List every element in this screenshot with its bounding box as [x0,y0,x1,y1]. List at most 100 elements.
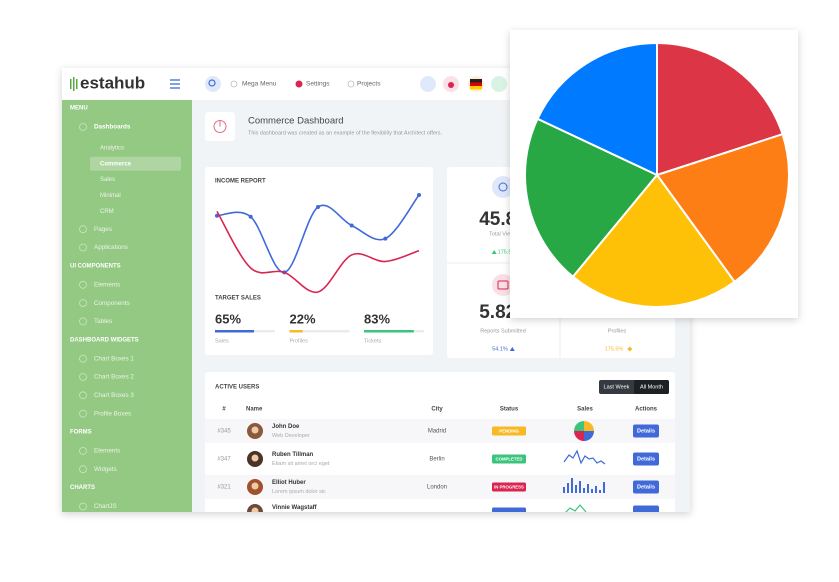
search-button[interactable] [205,76,221,92]
filter-active [634,380,669,394]
diamond [627,346,633,352]
mini-pie [574,421,594,441]
stat-icon [498,182,508,192]
card-subtitle: TARGET SALES [215,296,261,302]
user-city: Madrid [428,429,446,435]
sidebar-icon [79,465,87,474]
sidebar-item[interactable]: Chart Boxes 3 [94,392,134,399]
pie-slice [655,132,790,284]
sidebar-item[interactable]: Elements [94,448,120,455]
line-series [216,210,420,293]
status-button[interactable] [491,76,507,92]
sidebar-item[interactable]: Widgets [94,466,117,473]
filter-button[interactable]: Last Week [604,384,630,390]
status-text: COMPLETED [496,456,523,461]
top-menu[interactable]: Mega Menu [242,81,277,88]
sidebar-item[interactable]: Chart Boxes 1 [94,355,134,362]
column-header: Actions [635,407,658,413]
sidebar-icon [79,280,87,289]
sidebar-icon [79,373,87,381]
sidebar-heading: CHARTS [70,485,95,491]
stat-caption: Total Views [489,231,517,237]
details-text[interactable]: Details [637,484,655,490]
hamburger[interactable] [170,79,180,89]
sidebar-icon [79,354,87,363]
user-city: Berlin [429,457,444,463]
column-header: Name [246,407,263,413]
sidebar-icon [79,409,87,418]
search-icon [208,79,216,87]
sidebar-item[interactable]: Components [94,300,130,307]
target-value: 83% [364,311,390,326]
top-menu[interactable]: Settings [306,81,330,88]
sidebar-item[interactable]: Dashboards [94,124,131,131]
details-text[interactable]: Details [637,456,655,462]
stat-caption: Reports Submitted [480,328,526,334]
avatar-face [251,426,259,434]
user-city: London [427,485,447,491]
stat-caption: Profiles [608,328,627,334]
details-text[interactable]: Details [637,428,655,434]
sidebar-subitem[interactable]: Minimal [100,193,121,199]
line-marker [316,204,320,209]
sidebar-heading: FORMS [70,429,92,435]
stat-change: 54.1% [492,346,508,352]
user-name: Elliot Huber [272,480,306,486]
sidebar-item[interactable]: Chart Boxes 2 [94,374,134,381]
mini-line [565,504,587,512]
sidebar-item[interactable]: Tables [94,318,112,325]
column-header: City [431,407,443,413]
status-badge [492,426,526,436]
user-name: Vinnie Wagstaff [272,505,318,511]
progress-bar [289,330,303,333]
status-badge [492,507,526,512]
details-button[interactable] [633,424,659,438]
mini-line [563,449,606,465]
page-title: Commerce Dashboard [248,116,344,127]
details-button[interactable] [633,505,659,519]
card-title: ACTIVE USERS [215,385,259,391]
pie-card [510,30,798,318]
sidebar-item[interactable]: Applications [94,244,128,251]
sidebar-subitem[interactable]: Analytics [100,146,124,152]
sidebar-heading: DASHBOARD WIDGETS [70,337,139,343]
sidebar-subitem[interactable]: Commerce [100,161,132,167]
top-menu[interactable]: Projects [357,81,381,88]
user-role: Etiam sit amet orci eget [272,461,330,467]
sidebar-item[interactable]: Elements [94,281,120,288]
details-button[interactable] [633,480,659,494]
sidebar-icon [79,446,87,455]
sidebar-subitem[interactable]: Sales [100,177,115,183]
sidebar-icon [79,299,87,308]
pie-slice [524,117,659,279]
sidebar [62,100,192,512]
avatar-face [251,454,259,462]
sidebar-icon [79,123,87,131]
sidebar-item[interactable]: Pages [94,226,112,233]
column-header: # [222,407,226,413]
target-caption: Profiles [290,338,309,344]
progress-bar [215,330,254,333]
grid-button[interactable] [420,76,436,92]
column-header: Status [500,407,519,413]
target-caption: Tickets [364,338,381,344]
page-subtitle: This dashboard was created as an example… [248,130,443,136]
status-text: PENDING [499,428,519,433]
sidebar-item[interactable]: Profile Boxes [94,410,131,417]
up-arrow [509,347,515,351]
line-marker [417,193,421,197]
details-button[interactable] [633,452,659,466]
progress-track [289,330,350,333]
filter-button[interactable]: All Month [640,384,663,390]
status-text: IN PROGRESS [494,484,524,489]
sidebar-item[interactable]: ChartJS [94,503,117,510]
sidebar-subitem[interactable]: CRM [100,209,114,215]
pie-slice [536,41,658,177]
menu-icon [347,80,355,88]
sidebar-icon [79,225,87,234]
user-id: #347 [217,457,231,463]
card-title: INCOME REPORT [215,179,266,185]
progress-bar [364,330,414,333]
sidebar-heading: UI COMPONENTS [70,263,121,269]
income-card [205,167,433,355]
